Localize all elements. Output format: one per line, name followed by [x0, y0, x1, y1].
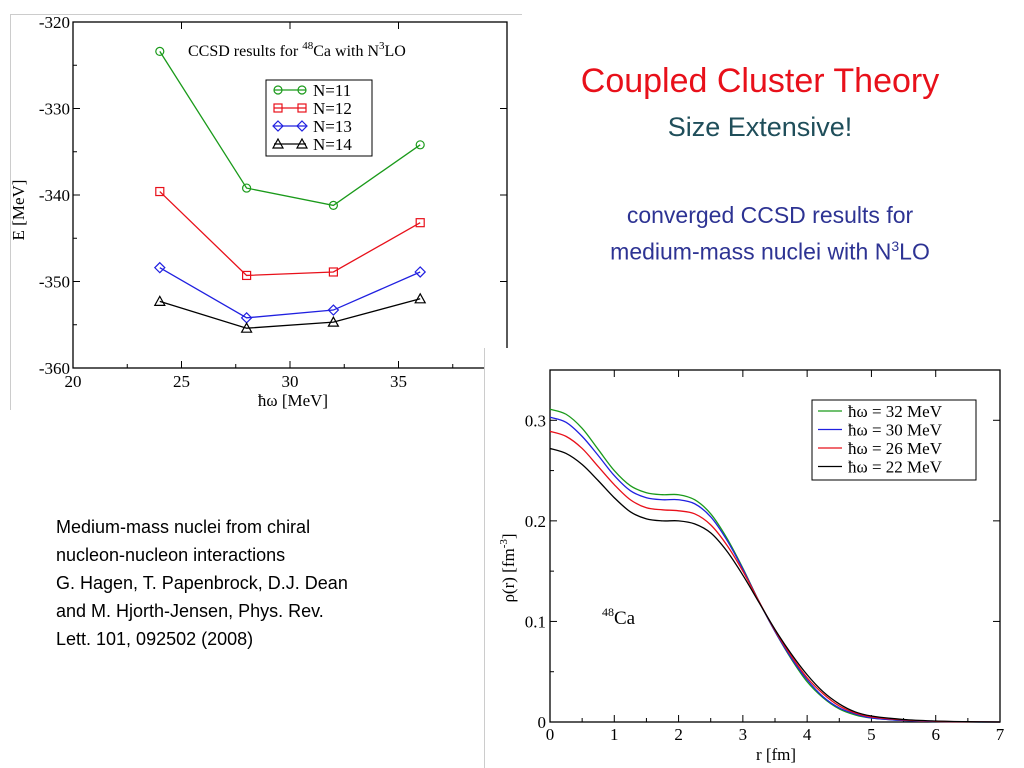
- chart2-xlabel: r [fm]: [756, 745, 796, 764]
- chart1-legend-box: [265, 79, 373, 157]
- chart1-point: [328, 267, 338, 277]
- chart1-legend-marker: [296, 120, 308, 132]
- chart1-series-line-2: [159, 191, 421, 277]
- chart1-legend-label: N=11: [313, 81, 351, 100]
- chart1-point: [414, 266, 427, 278]
- chart1-legend-marker: [273, 85, 283, 95]
- blurb-line-2-post: LO: [899, 238, 930, 265]
- chart2-annotation: 48Ca: [602, 605, 636, 629]
- chart1-legend-marker: [295, 137, 309, 149]
- chart1-point: [414, 292, 427, 304]
- slide-blurb: converged CCSD results for medium-mass n…: [520, 200, 1020, 268]
- chart1-point: [153, 295, 166, 306]
- energy-chart: 2025303540-320-330-340-350-360 N=11N=12N…: [10, 14, 522, 410]
- chart2-series-line-4: [549, 447, 1001, 723]
- chart1-legend-marker: [272, 120, 284, 132]
- slide-title: Coupled Cluster Theory: [580, 62, 940, 100]
- chart2-ytick-label: 0.1: [525, 612, 546, 631]
- chart1-series-line-3: [159, 267, 421, 319]
- chart1-ytick-label: -340: [39, 186, 70, 205]
- chart2-series-line-3: [549, 430, 1001, 723]
- chart2-legend-label: ħω = 30 MeV: [848, 421, 943, 440]
- chart1-legend: N=11N=12N=13N=14: [265, 79, 373, 157]
- chart1-point: [327, 304, 340, 316]
- chart1-point: [327, 315, 340, 327]
- chart1-series-line-4: [159, 298, 421, 329]
- chart1-ytick-label: -350: [39, 273, 70, 292]
- chart1-ytick-label: -320: [39, 14, 70, 32]
- chart1-axes: 2025303540-320-330-340-350-360: [39, 14, 516, 391]
- chart1-series-line-1: [159, 51, 421, 207]
- chart1-legend-label: N=14: [313, 135, 352, 154]
- chart2-xtick-label: 2: [674, 725, 683, 744]
- chart1-ytick-label: -360: [39, 359, 70, 378]
- chart2-xtick-label: 6: [931, 725, 940, 744]
- slide-subtitle: Size Extensive!: [667, 112, 853, 142]
- chart2-legend-label: ħω = 22 MeV: [848, 458, 943, 477]
- chart1-legend-label: N=13: [313, 117, 352, 136]
- chart1-series: [153, 46, 427, 333]
- chart1-point: [415, 140, 425, 150]
- chart2-xtick-label: 7: [996, 725, 1005, 744]
- chart1-xtick-label: 30: [282, 372, 299, 391]
- chart2-legend-label: ħω = 26 MeV: [848, 439, 943, 458]
- chart1-legend-marker: [297, 103, 307, 113]
- chart1-legend-marker: [271, 137, 285, 149]
- chart1-xtick-label: 35: [390, 372, 407, 391]
- chart1-point: [415, 218, 425, 228]
- chart2-xtick-label: 5: [867, 725, 876, 744]
- blurb-line-1: converged CCSD results for: [626, 202, 914, 228]
- citation: Medium-mass nuclei from chiral nucleon-n…: [56, 517, 348, 649]
- chart2-ylabel: ρ(r) [fm-3]: [498, 533, 518, 602]
- chart1-point: [155, 186, 165, 197]
- chart2-xtick-label: 0: [546, 725, 555, 744]
- chart2-ytick-label: 0.2: [525, 512, 546, 531]
- chart1-point: [328, 200, 338, 210]
- chart2-series-line-2: [549, 416, 1001, 723]
- blurb-line-2: medium-mass nuclei with N3LO: [520, 231, 1020, 268]
- chart1-legend-marker: [297, 85, 307, 95]
- chart1-xlabel: ħω [MeV]: [258, 391, 328, 410]
- chart2-series: [549, 408, 1001, 723]
- blurb-line-2-pre: medium-mass nuclei with N: [610, 238, 892, 265]
- chart1-legend-marker: [273, 103, 283, 113]
- chart1-point: [153, 261, 166, 274]
- chart2-ytick-label: 0: [538, 713, 547, 732]
- chart1-xtick-label: 25: [173, 372, 190, 391]
- chart2-xtick-label: 4: [803, 725, 812, 744]
- chart1-ylabel: E [MeV]: [10, 180, 28, 241]
- chart1-point: [240, 321, 253, 333]
- chart1-ytick-label: -330: [39, 100, 70, 119]
- blurb-superscript: 3: [891, 238, 900, 254]
- chart1-legend-label: N=12: [313, 99, 352, 118]
- chart1-point: [242, 183, 252, 193]
- chart2-xtick-label: 1: [610, 725, 619, 744]
- chart1-background: [10, 14, 522, 410]
- chart2-legend-label: ħω = 32 MeV: [848, 402, 943, 421]
- chart1-point: [242, 270, 252, 281]
- chart1-point: [155, 46, 165, 57]
- chart1-title: CCSD results for 48Ca with N3LO: [188, 40, 406, 60]
- chart2-xtick-label: 3: [739, 725, 748, 744]
- chart1-xtick-label: 20: [65, 372, 82, 391]
- chart2-axes: 0 1 2 3 4 5 6 7 0 0.1 0.2 0.3: [525, 369, 1005, 744]
- chart2-ytick-label: 0.3: [525, 411, 546, 430]
